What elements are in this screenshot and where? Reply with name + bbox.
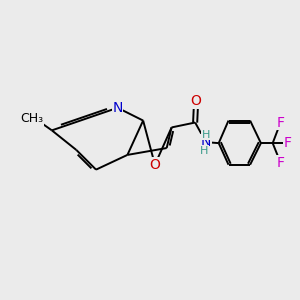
Text: O: O [191,94,202,108]
Text: F: F [277,116,284,130]
Text: N: N [112,101,123,115]
Text: H: H [202,130,210,140]
Text: F: F [284,136,291,150]
Text: F: F [277,156,284,170]
Text: H: H [200,146,209,156]
Text: O: O [149,158,160,172]
Text: N: N [201,135,211,149]
Text: CH₃: CH₃ [21,112,44,125]
